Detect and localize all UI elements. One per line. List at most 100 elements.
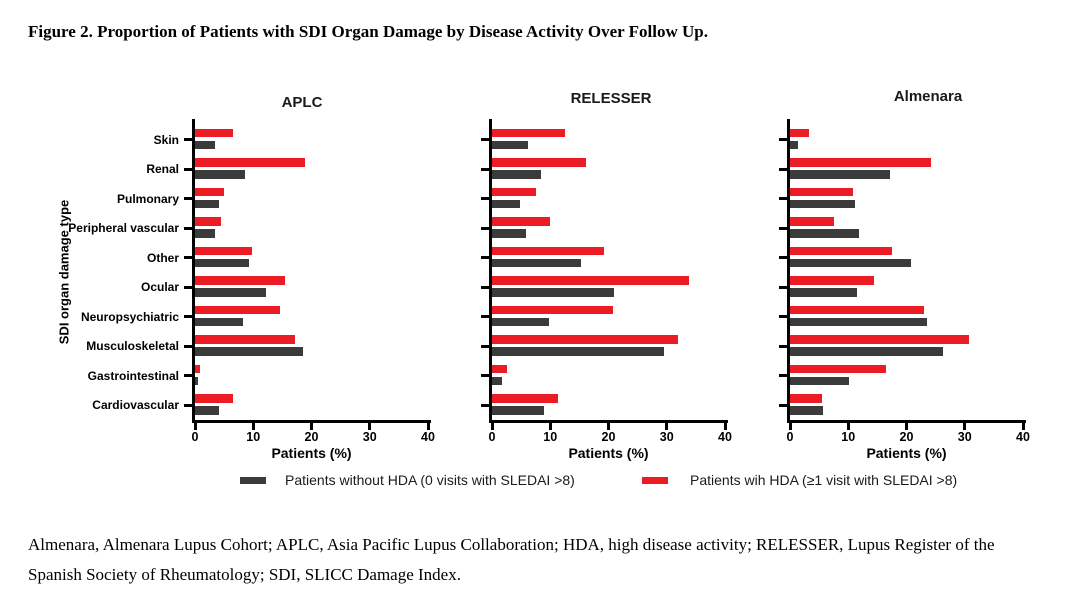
bar-almenara-peripheral-vascular-with-hda: [790, 217, 834, 226]
chart-title-almenara: Almenara: [893, 88, 963, 105]
y-tick-aplc: [184, 167, 192, 171]
bar-almenara-neuropsychiatric-without-hda: [790, 317, 927, 326]
bar-almenara-skin-with-hda: [790, 128, 810, 137]
bar-aplc-renal-without-hda: [195, 170, 245, 179]
x-axis-line-aplc: [192, 420, 431, 423]
y-tick-almenara: [779, 256, 787, 259]
bar-almenara-gastrointestinal-without-hda: [790, 376, 849, 385]
bar-aplc-skin-with-hda: [195, 128, 234, 137]
x-tick-almenara: [905, 423, 908, 430]
x-axis-title-relesser: Patients (%): [568, 445, 649, 461]
x-tick-relesser: [723, 423, 727, 430]
category-label-musculoskeletal: Musculoskeletal: [86, 339, 179, 353]
category-label-cardiovascular: Cardiovascular: [92, 398, 179, 412]
bar-aplc-neuropsychiatric-without-hda: [195, 317, 243, 326]
chart-title-aplc: APLC: [281, 94, 323, 111]
x-tick-label-aplc: 40: [421, 430, 435, 444]
bar-relesser-neuropsychiatric-with-hda: [492, 305, 614, 314]
bar-aplc-neuropsychiatric-with-hda: [195, 305, 281, 314]
bar-almenara-ocular-without-hda: [790, 288, 857, 297]
bar-aplc-other-with-hda: [195, 246, 252, 255]
bar-relesser-cardiovascular-with-hda: [492, 394, 558, 403]
bar-relesser-renal-with-hda: [492, 158, 587, 167]
bar-relesser-pulmonary-without-hda: [492, 199, 520, 208]
x-tick-label-aplc: 20: [304, 430, 319, 444]
x-tick-label-relesser: 20: [601, 430, 616, 444]
x-tick-relesser: [665, 423, 669, 430]
category-label-other: Other: [146, 250, 179, 265]
x-tick-label-almenara: 10: [841, 430, 856, 444]
footnote: Almenara, Almenara Lupus Cohort; APLC, A…: [28, 535, 995, 584]
category-label-pulmonary: Pulmonary: [116, 191, 179, 206]
x-tick-aplc: [426, 423, 430, 430]
y-tick-almenara: [779, 403, 787, 407]
x-tick-relesser: [607, 423, 610, 430]
bar-almenara-peripheral-vascular-without-hda: [790, 229, 859, 238]
x-tick-aplc: [310, 423, 313, 430]
y-tick-almenara: [779, 285, 787, 289]
bar-relesser-neuropsychiatric-without-hda: [492, 317, 549, 326]
y-tick-relesser: [481, 167, 489, 171]
bar-relesser-other-without-hda: [492, 258, 581, 267]
y-tick-aplc: [184, 374, 192, 377]
x-tick-almenara: [963, 423, 967, 430]
x-tick-label-almenara: 40: [1016, 430, 1030, 444]
x-tick-label-aplc: 10: [246, 430, 261, 444]
y-tick-relesser: [481, 315, 489, 318]
y-tick-aplc: [184, 138, 192, 141]
y-tick-almenara: [779, 197, 787, 200]
bar-aplc-renal-with-hda: [195, 158, 305, 167]
x-tick-label-almenara: 20: [899, 430, 914, 444]
category-label-neuropsychiatric: Neuropsychiatric: [80, 309, 179, 324]
bar-relesser-ocular-with-hda: [492, 276, 689, 285]
bar-relesser-gastrointestinal-with-hda: [492, 364, 508, 373]
x-tick-aplc: [368, 423, 372, 430]
y-tick-aplc: [184, 285, 192, 289]
x-tick-label-relesser: 40: [718, 430, 732, 444]
legend-label-with-hda: Patients wih HDA (≥1 visit with SLEDAI >…: [690, 472, 958, 488]
x-tick-label-relesser: 30: [659, 430, 674, 444]
y-tick-relesser: [481, 403, 489, 407]
bar-almenara-renal-with-hda: [790, 158, 931, 167]
bar-relesser-gastrointestinal-without-hda: [492, 376, 502, 385]
y-tick-almenara: [779, 315, 787, 318]
x-axis-title-almenara: Patients (%): [866, 445, 947, 461]
y-tick-relesser: [481, 197, 489, 200]
y-tick-almenara: [779, 374, 787, 377]
bar-almenara-gastrointestinal-with-hda: [790, 364, 886, 373]
bar-relesser-peripheral-vascular-without-hda: [492, 229, 526, 238]
x-tick-almenara: [788, 423, 792, 430]
bar-aplc-cardiovascular-without-hda: [195, 406, 220, 415]
x-tick-almenara: [846, 423, 850, 430]
bar-almenara-pulmonary-with-hda: [790, 187, 854, 196]
y-tick-aplc: [184, 315, 192, 318]
y-tick-relesser: [481, 374, 489, 377]
category-label-peripheral-vascular: Peripheral vascular: [68, 221, 179, 235]
category-label-ocular: Ocular: [140, 280, 179, 294]
x-tick-aplc: [193, 423, 197, 430]
bar-almenara-musculoskeletal-with-hda: [790, 335, 969, 344]
x-tick-label-aplc: 0: [191, 430, 199, 444]
x-tick-label-relesser: 10: [543, 430, 558, 444]
y-tick-almenara: [779, 226, 787, 230]
category-label-gastrointestinal: Gastrointestinal: [87, 368, 179, 383]
y-tick-relesser: [481, 138, 489, 141]
bar-almenara-ocular-with-hda: [790, 276, 874, 285]
bar-aplc-musculoskeletal-without-hda: [195, 347, 303, 356]
bar-aplc-pulmonary-without-hda: [195, 199, 219, 208]
x-axis-line-relesser: [489, 420, 728, 423]
bar-aplc-gastrointestinal-with-hda: [195, 364, 200, 373]
x-tick-label-almenara: 0: [786, 430, 794, 444]
bar-relesser-ocular-without-hda: [492, 288, 615, 297]
bar-almenara-neuropsychiatric-with-hda: [790, 305, 924, 314]
bar-relesser-pulmonary-with-hda: [492, 187, 536, 196]
legend-swatch-without-hda-icon: [240, 477, 266, 484]
legend-swatch-with-hda-icon: [642, 477, 668, 484]
bar-almenara-skin-without-hda: [790, 140, 798, 149]
x-tick-label-relesser: 0: [488, 430, 496, 444]
bar-relesser-musculoskeletal-without-hda: [492, 347, 664, 356]
bar-almenara-other-with-hda: [790, 246, 892, 255]
legend-label-without-hda: Patients without HDA (0 visits with SLED…: [285, 472, 575, 488]
